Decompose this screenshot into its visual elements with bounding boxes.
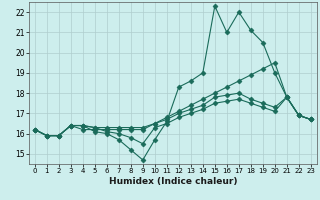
X-axis label: Humidex (Indice chaleur): Humidex (Indice chaleur) [108,177,237,186]
